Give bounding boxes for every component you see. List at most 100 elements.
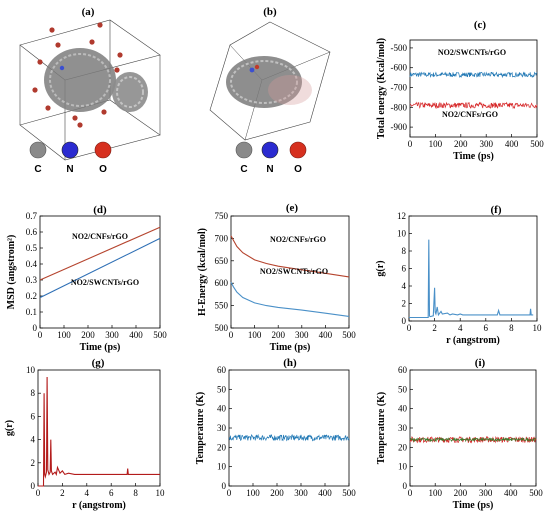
nitrogen-atom-icon [61,141,79,159]
y-tick-label: 4 [31,435,36,445]
y-tick-label: 6 [402,264,407,274]
series-line [228,433,350,442]
x-tick-label: 2 [432,323,437,333]
y-tick-label: -800 [391,102,408,112]
x-tick-label: 4 [85,488,90,498]
x-tick-label: 400 [505,139,519,149]
plot-frame [409,39,538,138]
y-axis-label: g(r) [4,420,15,436]
y-tick-label: 10 [397,229,407,239]
atom-legend-label-n: N [266,164,273,175]
series-line [409,71,538,79]
carbon-atom-icon [235,141,253,159]
y-tick-label: 2 [31,458,36,468]
x-tick-label: 400 [504,488,518,498]
y-tick-label: 0.7 [26,211,38,221]
atom-legend-b: C N O [235,141,307,175]
panel-label-f: (f) [491,204,502,216]
x-tick-label: 500 [342,330,356,340]
y-tick-label: 600 [215,278,229,288]
y-axis-label: g(r) [375,260,386,276]
panel-label-b: (b) [263,6,277,18]
x-axis-label: r (angstrom) [446,335,500,346]
x-tick-label: 400 [129,330,143,340]
y-tick-label: 550 [215,301,229,311]
x-tick-label: 300 [295,330,309,340]
y-tick-label: 6 [31,411,36,421]
plot-frame [228,369,350,487]
y-axis-label: MSD (angstrom²) [6,235,17,310]
y-tick-label: 0.5 [26,243,38,253]
y-tick-label: -600 [391,63,408,73]
x-tick-label: 500 [153,330,167,340]
x-tick-label: 4 [458,323,463,333]
series-line [409,239,534,319]
series-annotation: NO2/SWCNTs/rGO [438,48,506,57]
panel-label-c: (c) [474,19,487,31]
y-tick-label: 500 [215,323,229,333]
x-tick-label: 200 [454,488,468,498]
y-tick-label: 30 [217,423,227,433]
y-tick-label: 0.3 [26,275,38,285]
y-tick-label: 60 [217,365,227,375]
x-tick-label: 500 [530,139,544,149]
y-tick-label: -700 [391,83,408,93]
x-axis-label: Time (ps) [453,151,494,162]
series-line [409,101,538,110]
panel-label-a: (a) [82,6,95,18]
y-tick-label: 0 [222,481,227,491]
atom-legend-label-c: C [240,164,247,175]
y-tick-label: -900 [391,122,408,132]
x-tick-label: 2 [60,488,65,498]
x-tick-label: 500 [529,488,543,498]
y-tick-label: 30 [398,423,408,433]
chart-rdf-f: 0 2 4 6 8 10 0 2 4 6 8 10 12 r (angstrom) g(r) [375,211,542,346]
y-tick-label: 60 [398,365,408,375]
chart-rdf-g: 0 2 4 6 8 10 0 2 4 6 8 10 r (angstrom) g(r) [4,365,165,511]
x-tick-label: 400 [319,330,333,340]
atom-legend-a: C N O [29,141,112,175]
series-line [230,235,350,278]
series-annotation: NO2/CNFs/rGO [442,110,498,119]
y-tick-label: 0 [403,481,408,491]
x-tick-label: 500 [342,488,356,498]
x-tick-label: 0 [408,139,413,149]
x-tick-label: 8 [133,488,138,498]
plot-frame [230,215,350,329]
y-tick-label: 10 [217,462,227,472]
series-line [39,226,161,281]
x-tick-label: 200 [81,330,95,340]
x-tick-label: 0 [227,488,232,498]
series-line [39,237,161,299]
y-axis-label: Total energy (Kcal/mol) [376,38,387,139]
chart-temperature-i: 0 100 200 300 400 500 0 10 20 30 40 50 60 Time (ps) Te… [376,365,543,511]
y-tick-label: 20 [217,442,227,452]
chart-total-energy: 0 100 200 300 400 500 -500 -600 -700 -800 -900 Time… [376,38,544,162]
panel-label-g: (g) [92,357,105,369]
x-tick-label: 200 [271,330,285,340]
atom-legend-label-o: O [99,164,107,175]
series-annotation: NO2/CNFs/rGO [270,235,326,244]
series-line [38,376,160,487]
y-axis-label: Temperature (K) [195,392,206,465]
x-tick-label: 6 [484,323,489,333]
y-tick-label: 40 [398,404,408,414]
x-tick-label: 300 [105,330,119,340]
panel-label-e: (e) [286,202,299,214]
oxygen-atom-icon [289,141,307,159]
x-tick-label: 100 [246,488,260,498]
chart-h-energy: 0 100 200 300 400 500 500 550 600 650 700 750 Time (… [197,211,356,353]
y-tick-label: 10 [26,365,36,375]
y-tick-label: 0.1 [26,307,37,317]
series-annotation: NO2/SWCNTs/rGO [260,267,328,276]
x-tick-label: 300 [294,488,308,498]
y-tick-label: 40 [217,404,227,414]
x-tick-label: 200 [270,488,284,498]
carbon-atom-icon [29,141,47,159]
x-tick-label: 300 [479,488,493,498]
plot-frame [409,369,537,487]
molecule-structure-a [19,19,161,161]
x-tick-label: 100 [248,330,262,340]
x-tick-label: 100 [428,488,442,498]
